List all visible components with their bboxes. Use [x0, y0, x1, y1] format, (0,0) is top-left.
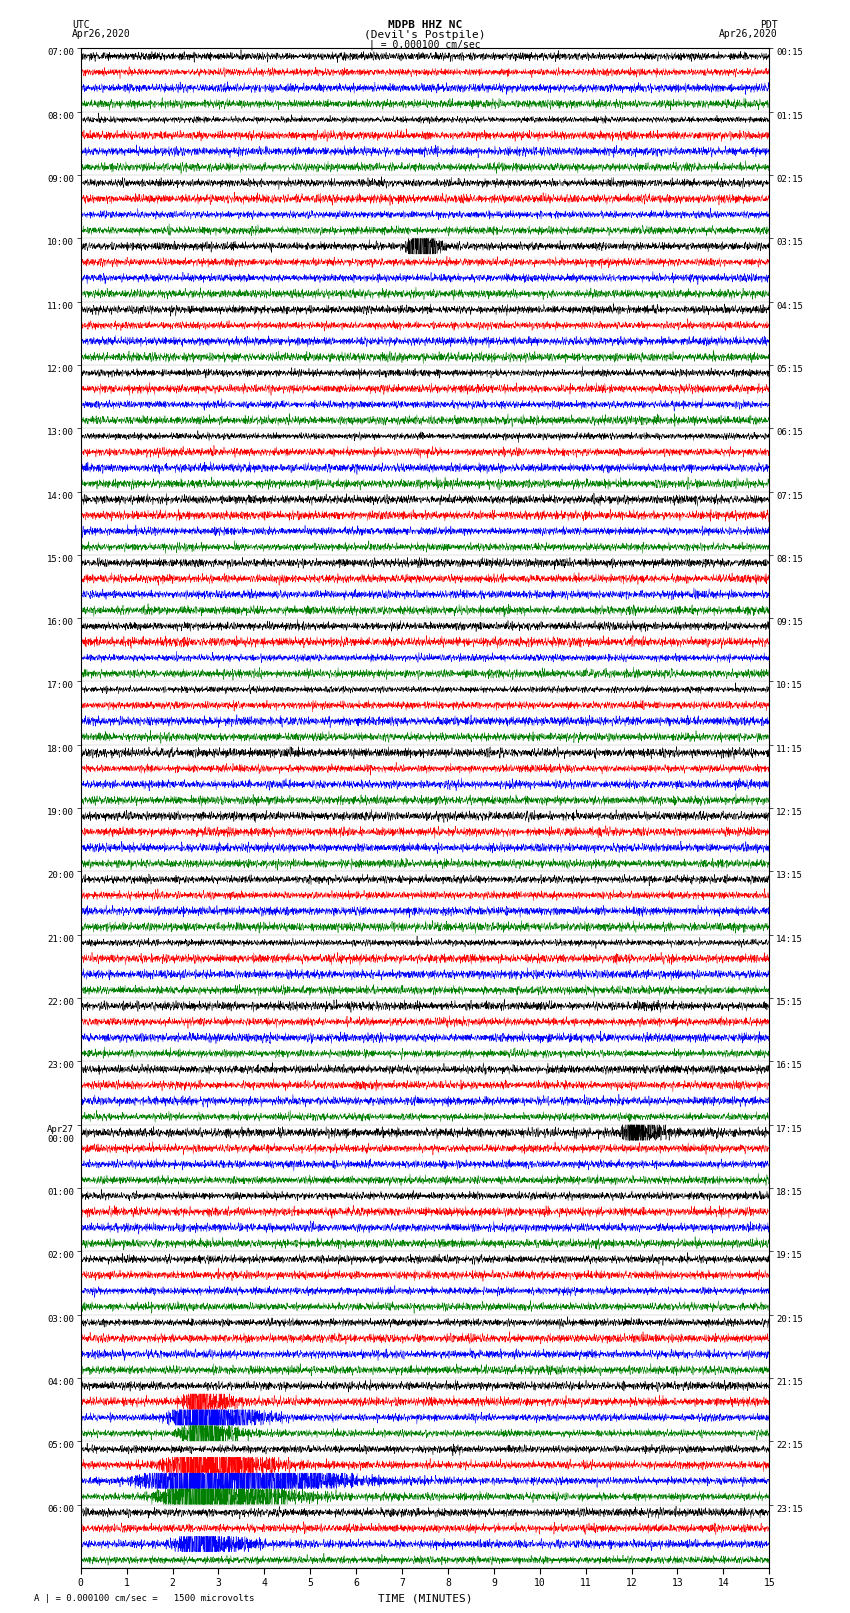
- Text: MDPB HHZ NC: MDPB HHZ NC: [388, 19, 462, 31]
- Text: A | = 0.000100 cm/sec =   1500 microvolts: A | = 0.000100 cm/sec = 1500 microvolts: [34, 1594, 254, 1603]
- X-axis label: TIME (MINUTES): TIME (MINUTES): [377, 1594, 473, 1603]
- Text: PDT: PDT: [760, 19, 778, 31]
- Text: UTC: UTC: [72, 19, 90, 31]
- Text: Apr26,2020: Apr26,2020: [719, 29, 778, 39]
- Text: | = 0.000100 cm/sec: | = 0.000100 cm/sec: [369, 39, 481, 50]
- Text: (Devil's Postpile): (Devil's Postpile): [365, 31, 485, 40]
- Text: Apr26,2020: Apr26,2020: [72, 29, 131, 39]
